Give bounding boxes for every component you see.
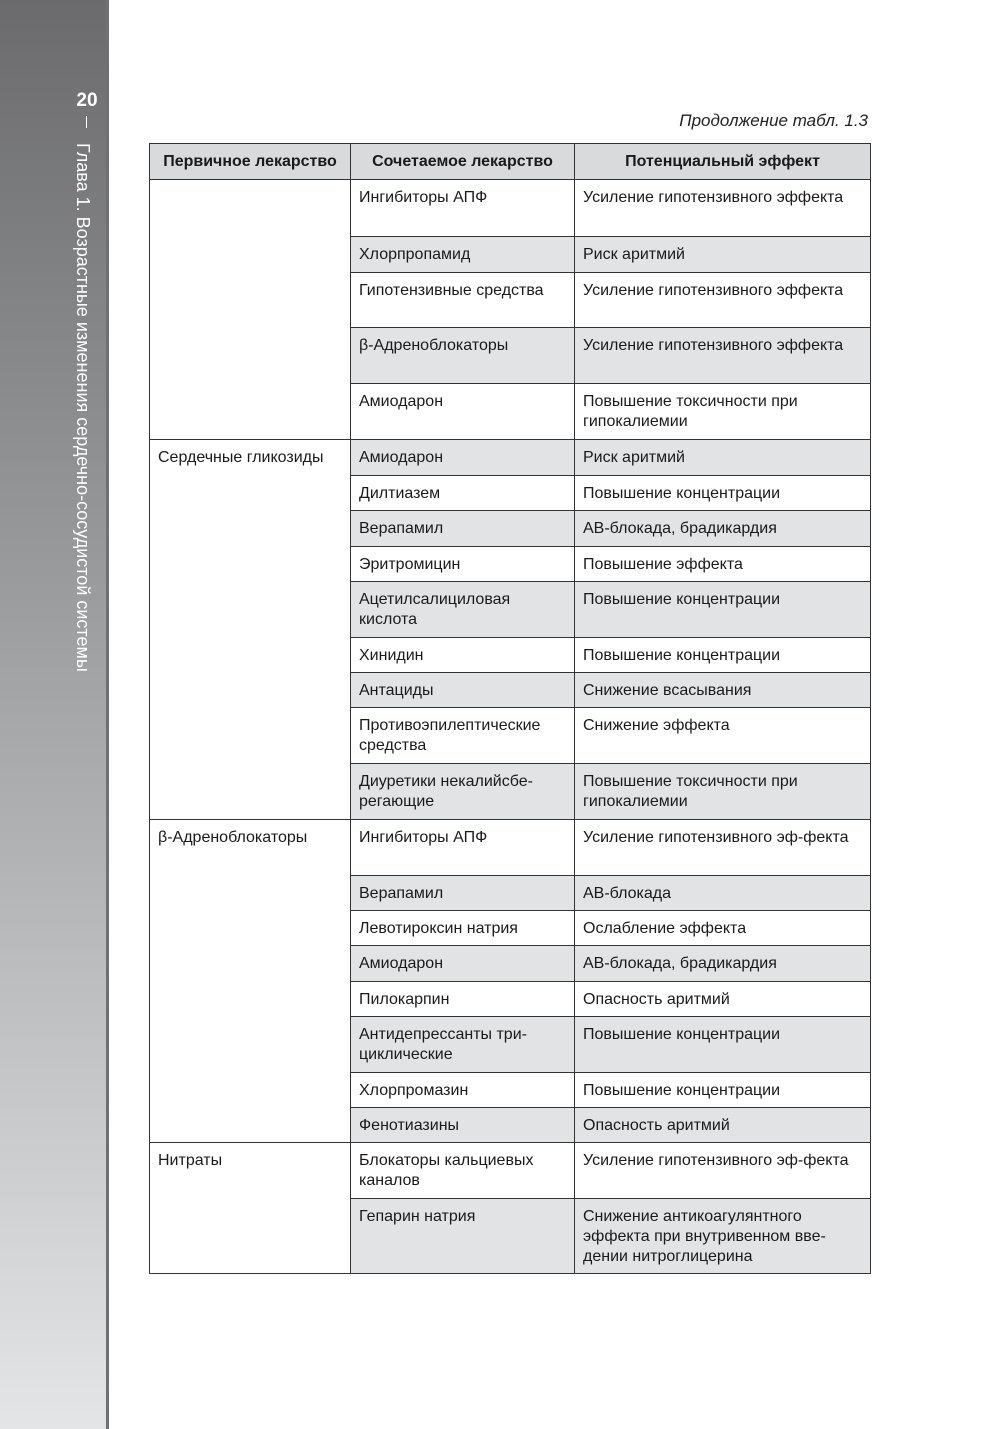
primary-drug-cell (149, 179, 351, 440)
combined-drug-cell: Амиодарон (350, 439, 575, 476)
table-row: Эритромицин Повышение эффекта (150, 546, 871, 582)
effect-cell: Повышение концентрации (574, 637, 871, 673)
combined-drug-cell: Ацетилсалициловая кислота (350, 581, 575, 638)
effect-cell: Повышение концентрации (574, 1016, 871, 1073)
table-row: Дилтиазем Повышение концентрации (150, 475, 871, 511)
effect-cell: Усиление гипотензивного эффекта (574, 179, 871, 237)
effect-cell: Повышение токсичности при гипокалиемии (574, 763, 871, 820)
page-number: 20 (76, 90, 98, 111)
table-header-row: Первичное лекарство Сочетаемое лекарство… (149, 143, 871, 180)
effect-cell: АВ-блокада, брадикардия (574, 945, 871, 982)
combined-drug-cell: Верапамил (350, 510, 575, 547)
effect-cell: Усиление гипотензивного эффекта (574, 272, 871, 328)
combined-drug-cell: Противоэпилептические средства (350, 707, 575, 764)
table-row: Амиодарон Повышение токсичности при гипок… (150, 383, 871, 440)
combined-drug-cell: Пилокарпин (350, 981, 575, 1017)
combined-drug-cell: Антидепрессанты три-циклические (350, 1016, 575, 1073)
effect-cell: Снижение эффекта (574, 707, 871, 764)
header-potential-effect: Потенциальный эффект (574, 143, 871, 180)
effect-cell: Повышение токсичности при гипокалиемии (574, 383, 871, 440)
combined-drug-cell: Хлорпропамид (350, 236, 575, 273)
chapter-sidebar: 20 Глава 1. Возрастные изменения сердечн… (0, 0, 109, 1429)
combined-drug-cell: Левотироксин натрия (350, 910, 575, 946)
table-row: Верапамил АВ-блокада (150, 875, 871, 911)
combined-drug-cell: Антациды (350, 672, 575, 708)
table-row: Ацетилсалициловая кислота Повышение конце… (150, 581, 871, 638)
table-row: Хлорпромазин Повышение концентрации (150, 1072, 871, 1108)
combined-drug-cell: Дилтиазем (350, 475, 575, 511)
table-caption: Продолжение табл. 1.3 (679, 111, 868, 130)
table-row: β-Адреноблокаторы Ингибиторы АПФ Усиление … (149, 819, 871, 1143)
table-row: Гепарин натрия Снижение антикоагулянтного… (150, 1198, 871, 1274)
effect-cell: Риск аритмий (574, 236, 871, 273)
combined-drug-cell: Эритромицин (350, 546, 575, 582)
page-number-divider (86, 116, 87, 128)
effect-cell: Опасность аритмий (574, 981, 871, 1017)
table-row: Хлорпропамид Риск аритмий (150, 236, 871, 273)
table-row: Хинидин Повышение концентрации (150, 637, 871, 673)
combined-drug-cell: Блокаторы кальциевых каналов (350, 1142, 575, 1199)
combined-drug-cell: Амиодарон (350, 945, 575, 982)
table-row: Пилокарпин Опасность аритмий (150, 981, 871, 1017)
table-row: Ингибиторы АПФ Усиление гипотензивного эф… (149, 179, 871, 440)
effect-cell: Повышение концентрации (574, 1072, 871, 1108)
effect-cell: Усиление гипотензивного эф-фекта (574, 819, 871, 876)
combined-drug-cell: Хлорпромазин (350, 1072, 575, 1108)
table-row: Сердечные гликозиды Амиодарон Риск аритмий (149, 439, 871, 820)
effect-cell: Усиление гипотензивного эффекта (574, 327, 871, 384)
combined-drug-cell: Ингибиторы АПФ (350, 179, 575, 237)
drug-interaction-table: Первичное лекарство Сочетаемое лекарство… (149, 143, 871, 1274)
primary-drug-cell: β-Адреноблокаторы (149, 819, 351, 1143)
combined-drug-cell: Хинидин (350, 637, 575, 673)
table-row: Диуретики некалийсбе-регающие Повышение т… (150, 763, 871, 820)
table-row: Гипотензивные средства Усиление гипотензи… (150, 272, 871, 328)
table-row: Антидепрессанты три-циклические Повышение… (150, 1016, 871, 1073)
chapter-title: Глава 1. Возрастные изменения сердечно-с… (73, 143, 93, 672)
table-row: β-Адреноблокаторы Усиление гипотензивного… (150, 327, 871, 384)
header-primary-drug: Первичное лекарство (149, 143, 351, 180)
table-row: Верапамил АВ-блокада, брадикардия (150, 510, 871, 547)
combined-drug-cell: Фенотиазины (350, 1107, 575, 1143)
combined-drug-cell: β-Адреноблокаторы (350, 327, 575, 384)
header-combined-drug: Сочетаемое лекарство (350, 143, 575, 180)
combined-drug-cell: Гепарин натрия (350, 1198, 575, 1274)
effect-cell: Усиление гипотензивного эф-фекта (574, 1142, 871, 1199)
table-row: Фенотиазины Опасность аритмий (150, 1107, 871, 1143)
effect-cell: Снижение антикоагулянтного эффекта при в… (574, 1198, 871, 1274)
effect-cell: Повышение эффекта (574, 546, 871, 582)
combined-drug-cell: Верапамил (350, 875, 575, 911)
effect-cell: Повышение концентрации (574, 581, 871, 638)
primary-drug-cell: Нитраты (149, 1142, 351, 1274)
effect-cell: Повышение концентрации (574, 475, 871, 511)
effect-cell: Риск аритмий (574, 439, 871, 476)
table-row: Амиодарон АВ-блокада, брадикардия (150, 945, 871, 982)
effect-cell: Снижение всасывания (574, 672, 871, 708)
effect-cell: Опасность аритмий (574, 1107, 871, 1143)
combined-drug-cell: Гипотензивные средства (350, 272, 575, 328)
effect-cell: АВ-блокада (574, 875, 871, 911)
combined-drug-cell: Ингибиторы АПФ (350, 819, 575, 876)
effect-cell: АВ-блокада, брадикардия (574, 510, 871, 547)
table-row: Нитраты Блокаторы кальциевых каналов Усиле… (149, 1142, 871, 1274)
primary-drug-cell: Сердечные гликозиды (149, 439, 351, 820)
effect-cell: Ослабление эффекта (574, 910, 871, 946)
combined-drug-cell: Амиодарон (350, 383, 575, 440)
table-row: Противоэпилептические средства Снижение э… (150, 707, 871, 764)
table-row: Антациды Снижение всасывания (150, 672, 871, 708)
combined-drug-cell: Диуретики некалийсбе-регающие (350, 763, 575, 820)
